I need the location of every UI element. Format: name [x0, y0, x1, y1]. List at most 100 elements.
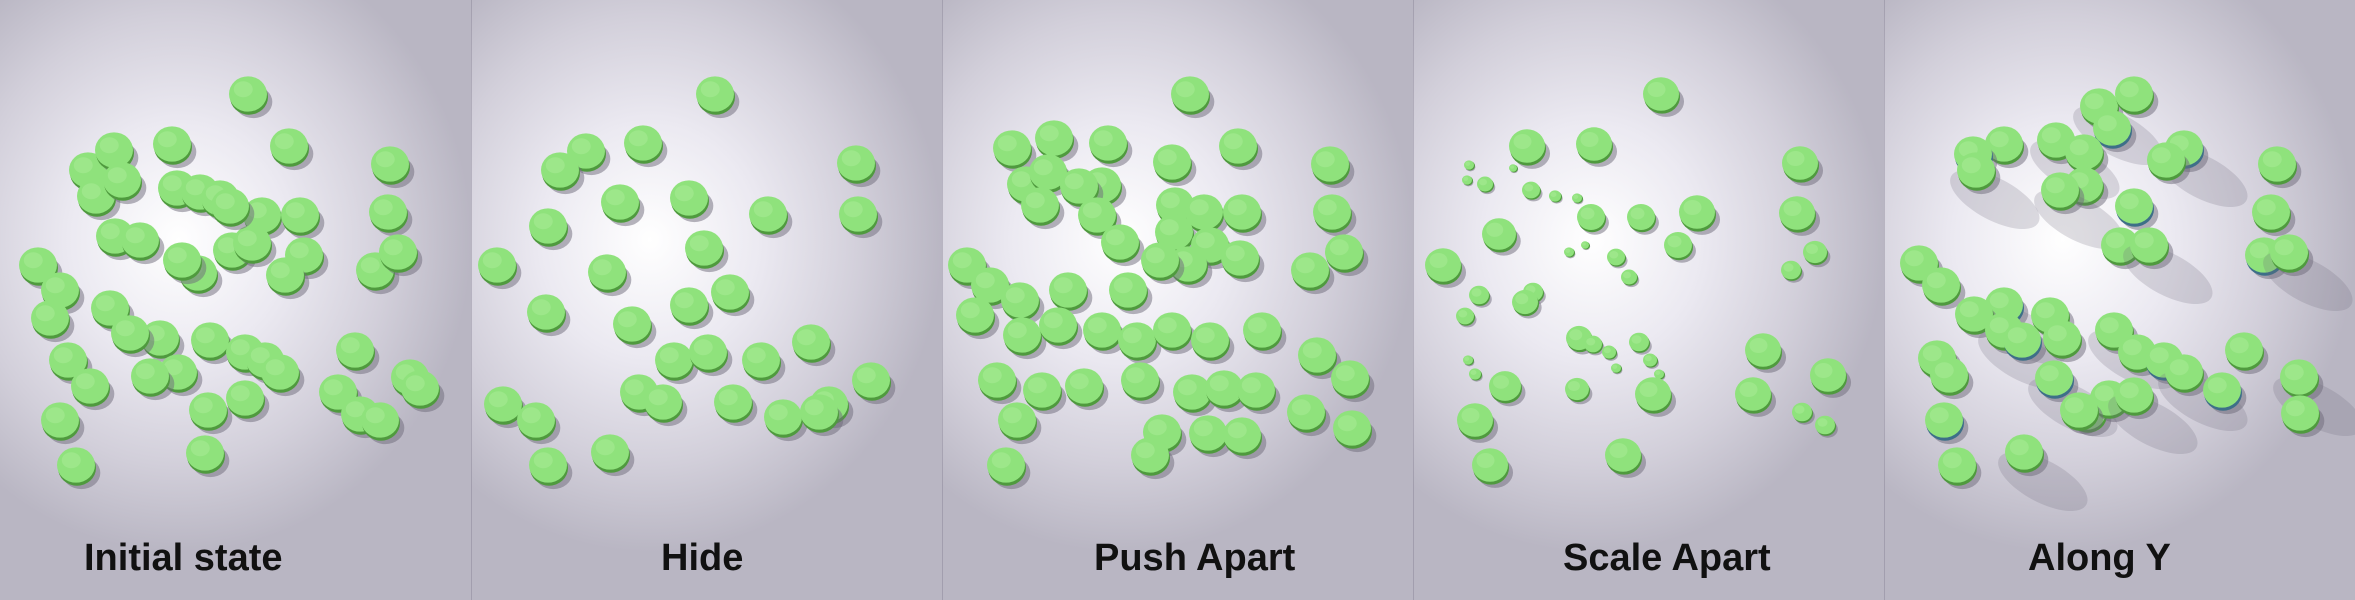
disc	[2060, 392, 2104, 435]
disc	[2115, 76, 2159, 119]
disc	[1313, 194, 1357, 237]
disc	[2101, 227, 2145, 270]
disc	[49, 342, 93, 385]
disc	[1810, 358, 1852, 398]
disc	[2263, 234, 2353, 312]
disc	[1221, 240, 1265, 283]
disc	[191, 322, 235, 365]
disc	[229, 76, 273, 119]
disc	[1462, 175, 1474, 187]
disc	[189, 392, 233, 435]
disc	[1643, 77, 1685, 117]
disc	[121, 222, 165, 265]
panel-hide: Hide	[471, 0, 942, 600]
disc	[103, 162, 147, 205]
disc	[1185, 194, 1229, 237]
disc	[1287, 394, 1331, 437]
disc	[1627, 203, 1659, 235]
disc	[1930, 357, 1974, 400]
disc	[1735, 377, 1777, 417]
disc	[591, 434, 635, 477]
disc	[266, 257, 310, 300]
panel-caption: Along Y	[2028, 537, 2171, 579]
disc	[2003, 322, 2047, 365]
disc	[742, 342, 786, 385]
disc	[685, 230, 729, 273]
disc	[1039, 307, 1083, 350]
panel-scale-apart: Scale Apart	[1413, 0, 1884, 600]
disc	[1003, 317, 1047, 360]
disc	[1925, 402, 1969, 445]
disc	[2034, 172, 2124, 250]
disc	[1549, 190, 1563, 204]
disc	[714, 384, 758, 427]
disc	[1121, 362, 1165, 405]
disc	[1291, 252, 1335, 295]
disc	[956, 297, 1000, 340]
disc	[1118, 322, 1162, 365]
disc	[1679, 195, 1721, 235]
disc	[1191, 322, 1235, 365]
disc	[1643, 353, 1659, 369]
disc	[1629, 332, 1652, 355]
disc	[379, 234, 423, 277]
disc	[1109, 272, 1153, 315]
disc	[1572, 193, 1584, 205]
disc	[2043, 320, 2087, 363]
disc	[163, 242, 207, 285]
disc	[1781, 260, 1804, 283]
panel-along-y: Along Y	[1884, 0, 2355, 600]
disc	[601, 184, 645, 227]
disc	[764, 399, 808, 442]
disc	[1605, 438, 1647, 478]
disc	[41, 402, 85, 445]
disc	[111, 315, 155, 358]
disc	[2123, 227, 2213, 305]
disc	[613, 306, 657, 349]
disc	[281, 197, 325, 240]
disc	[993, 130, 1037, 173]
disc	[1565, 377, 1593, 405]
disc	[2258, 146, 2302, 189]
disc	[987, 447, 1031, 490]
disc	[2281, 395, 2325, 438]
disc	[95, 132, 139, 175]
disc	[1482, 218, 1521, 256]
disc	[1078, 197, 1122, 240]
panel-caption: Initial state	[84, 537, 283, 579]
disc	[1985, 126, 2029, 169]
disc	[1635, 377, 1677, 417]
disc	[567, 133, 611, 176]
disc	[1803, 240, 1831, 268]
disc-scene	[1425, 77, 1852, 488]
disc	[1131, 437, 1175, 480]
disc	[1023, 372, 1067, 415]
disc	[792, 324, 836, 367]
disc	[1083, 312, 1127, 355]
disc	[1298, 337, 1342, 380]
disc	[226, 380, 270, 423]
disc	[1602, 345, 1618, 361]
disc	[1425, 248, 1467, 288]
disc	[1331, 360, 1375, 403]
disc	[2225, 332, 2269, 375]
panel-caption: Hide	[661, 537, 744, 579]
disc	[1509, 129, 1551, 169]
disc	[1049, 272, 1093, 315]
disc	[1457, 403, 1499, 443]
disc	[261, 354, 305, 397]
panel-initial-state: Initial state	[0, 0, 471, 600]
disc	[2108, 377, 2198, 455]
disc	[1325, 234, 1369, 277]
disc	[2093, 110, 2137, 153]
disc	[270, 128, 314, 171]
disc	[670, 287, 714, 330]
disc	[1745, 333, 1787, 373]
disc	[1900, 245, 1944, 288]
disc	[1001, 282, 1045, 325]
disc	[655, 342, 699, 385]
disc	[1611, 363, 1623, 375]
disc	[1469, 368, 1483, 382]
disc	[670, 180, 714, 223]
